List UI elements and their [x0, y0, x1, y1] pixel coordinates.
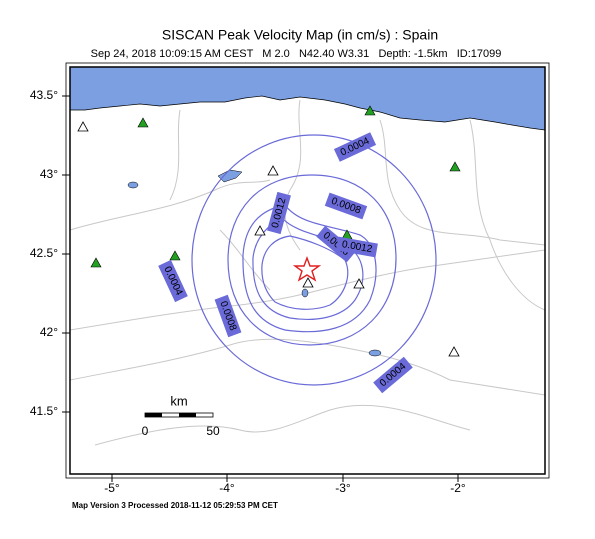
lon-label: -2°	[450, 481, 466, 495]
lat-label: 41.5°	[30, 404, 58, 418]
footer: Map Version 3 Processed 2018-11-12 05:29…	[72, 501, 278, 510]
lon-label: -5°	[104, 481, 120, 495]
subtitle: Sep 24, 2018 10:09:15 AM CEST M 2.0 N42.…	[91, 48, 502, 60]
scale-unit: km	[170, 393, 187, 408]
lon-label: -3°	[335, 481, 351, 495]
lat-label: 42.5°	[30, 246, 58, 260]
lat-label: 43°	[40, 167, 58, 181]
title: SISCAN Peak Velocity Map (in cm/s) : Spa…	[162, 27, 438, 43]
map-area: 0.0004 0.0008 0.0012 0.0016 0.0012 0.000…	[70, 67, 545, 474]
axis-labels: 43.5° 43° 42.5° 42° 41.5° -5° -4° -3° -2…	[30, 88, 466, 495]
lat-label: 43.5°	[30, 88, 58, 102]
frame	[65, 62, 550, 479]
scale-bar: km 0 50	[142, 393, 220, 438]
sea	[70, 67, 545, 131]
scale-label: 0	[142, 424, 149, 438]
lon-label: -4°	[219, 481, 235, 495]
rivers	[70, 99, 545, 446]
stations	[77, 105, 461, 357]
scale-label: 50	[206, 424, 220, 438]
lat-label: 42°	[40, 325, 58, 339]
epicenter	[292, 256, 322, 282]
contour-label: 0.0012	[341, 239, 373, 255]
lat-ticks	[62, 95, 459, 482]
